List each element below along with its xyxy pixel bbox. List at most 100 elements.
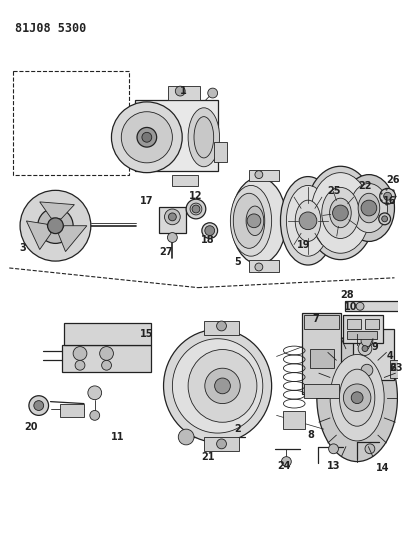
Circle shape [137, 127, 157, 147]
Circle shape [178, 429, 194, 445]
Text: 10: 10 [343, 302, 357, 312]
Bar [168, 86, 200, 100]
Circle shape [75, 360, 85, 370]
Bar [249, 169, 278, 182]
Circle shape [175, 86, 185, 96]
Circle shape [351, 392, 363, 403]
Text: 20: 20 [24, 422, 38, 432]
Ellipse shape [164, 329, 271, 442]
Circle shape [358, 342, 372, 356]
Circle shape [247, 214, 261, 228]
Ellipse shape [339, 369, 375, 426]
Ellipse shape [121, 112, 173, 163]
Text: 22: 22 [358, 181, 372, 191]
Circle shape [205, 368, 240, 403]
Bar [389, 360, 403, 378]
Text: 21: 21 [201, 451, 215, 462]
Circle shape [29, 395, 48, 415]
Circle shape [332, 205, 348, 221]
Text: 9: 9 [371, 342, 378, 352]
Ellipse shape [190, 203, 202, 215]
Bar [304, 315, 339, 329]
Text: 6: 6 [389, 363, 396, 373]
Circle shape [361, 335, 373, 346]
Circle shape [100, 346, 114, 360]
Circle shape [365, 444, 375, 454]
Ellipse shape [317, 334, 398, 462]
Circle shape [282, 457, 291, 466]
Ellipse shape [306, 166, 375, 260]
Text: 5: 5 [234, 257, 241, 267]
Circle shape [217, 439, 226, 449]
Bar [173, 175, 198, 187]
Ellipse shape [322, 188, 359, 238]
Ellipse shape [295, 200, 321, 241]
Bar [284, 411, 305, 429]
Ellipse shape [246, 206, 264, 236]
Circle shape [192, 205, 200, 213]
Circle shape [102, 360, 112, 370]
Circle shape [48, 218, 63, 233]
Circle shape [356, 302, 364, 310]
Circle shape [343, 384, 371, 411]
Circle shape [88, 386, 102, 400]
Circle shape [361, 200, 377, 216]
Circle shape [168, 232, 177, 243]
Circle shape [164, 209, 180, 225]
Circle shape [34, 401, 44, 410]
Text: 16: 16 [383, 196, 396, 206]
Bar [353, 329, 394, 380]
Circle shape [255, 263, 263, 271]
Text: 2: 2 [234, 424, 241, 434]
Bar [60, 403, 84, 417]
Ellipse shape [280, 176, 335, 265]
Bar [204, 321, 239, 335]
Ellipse shape [231, 177, 286, 264]
Text: 27: 27 [160, 247, 173, 257]
Text: 15: 15 [140, 329, 154, 339]
Bar [343, 366, 373, 388]
Circle shape [217, 321, 226, 331]
Ellipse shape [173, 339, 263, 433]
Bar [347, 331, 377, 339]
Ellipse shape [188, 350, 257, 422]
Bar [64, 323, 151, 345]
Ellipse shape [286, 185, 330, 256]
Ellipse shape [188, 108, 219, 167]
Circle shape [215, 378, 230, 394]
Text: 81J08 5300: 81J08 5300 [15, 22, 86, 35]
Text: 3: 3 [20, 244, 26, 253]
Ellipse shape [112, 102, 182, 173]
Circle shape [328, 444, 339, 454]
Ellipse shape [202, 223, 218, 238]
Text: 14: 14 [376, 464, 389, 473]
Text: 8: 8 [307, 430, 314, 440]
Ellipse shape [343, 175, 394, 241]
Ellipse shape [234, 193, 265, 248]
Bar [310, 349, 334, 368]
Circle shape [384, 192, 391, 200]
Text: 18: 18 [201, 236, 215, 246]
Bar [347, 319, 361, 329]
Bar [214, 142, 227, 162]
Circle shape [168, 213, 176, 221]
Circle shape [379, 213, 391, 225]
Bar [345, 301, 404, 311]
Circle shape [299, 212, 317, 230]
Ellipse shape [311, 173, 370, 253]
Circle shape [380, 188, 396, 204]
Bar [302, 313, 341, 394]
Circle shape [142, 132, 152, 142]
Bar [365, 319, 379, 329]
Ellipse shape [350, 183, 387, 232]
Ellipse shape [358, 193, 380, 223]
Ellipse shape [194, 117, 214, 158]
Bar [249, 260, 278, 272]
Text: 12: 12 [189, 191, 203, 201]
Polygon shape [26, 221, 51, 249]
Text: 11: 11 [111, 432, 124, 442]
Circle shape [208, 88, 218, 98]
Bar [62, 345, 151, 372]
Bar [159, 207, 186, 232]
Ellipse shape [186, 199, 206, 219]
